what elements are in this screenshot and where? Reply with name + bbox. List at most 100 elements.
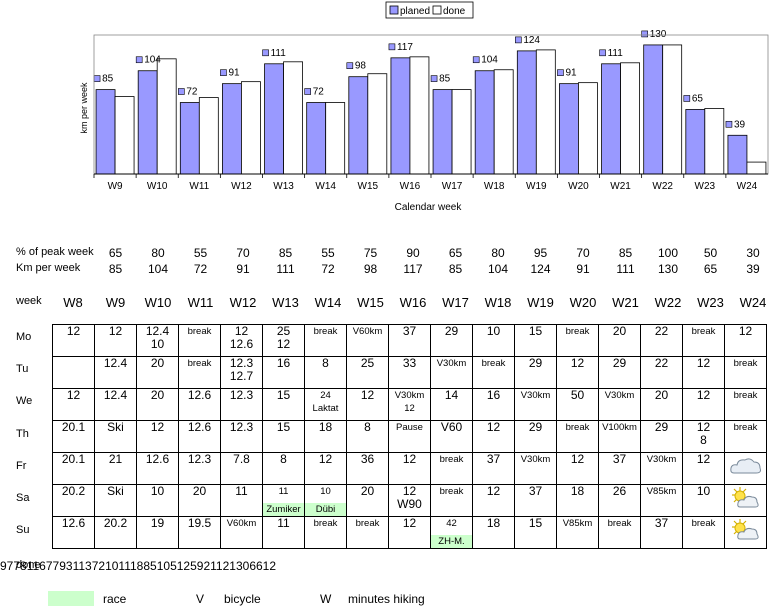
x-tick-label-W10: W10 [147,181,168,192]
cell-value: V85km [562,518,593,529]
x-tick-label-W15: W15 [358,181,379,192]
cell-value: break [565,422,590,433]
cell-value: 15 [528,324,543,338]
cell-value: Ski [107,484,124,498]
table-cell: V100km [598,420,641,453]
bar-done-W15 [367,73,388,175]
cell-value: 18 [570,484,585,498]
table-cell: break [724,420,767,453]
bar-planed-W10 [137,70,158,175]
cell-value: 29 [528,420,543,434]
table-cell: 37 [514,484,557,517]
race-marker: ZH-M. [431,535,472,548]
cell-value: 20 [150,356,165,370]
peak-row-label: % of peak week [16,246,94,258]
cell-value: 20 [150,388,165,402]
table-cell: 8 [262,452,305,485]
table-cell: 18 [472,516,515,549]
cell-value: 12 [570,452,585,466]
peak-cell: 85 [278,246,293,260]
table-cell: 12.6 [178,388,221,421]
x-tick-label-W9: W9 [108,181,123,192]
week-cell: W19 [527,295,554,310]
data-label-marker-W11 [178,88,185,95]
table-cell: 20 [136,388,179,421]
km-cell: 104 [487,262,509,276]
data-label-marker-W20 [557,69,564,76]
cell-value: 12 [318,452,333,466]
table-cell: 29 [514,356,557,389]
table-cell: 12 [724,324,767,357]
cell-value: 12.6 [187,388,212,402]
table-cell: 29 [514,420,557,453]
data-label-marker-W18 [472,56,480,64]
cell-value: break [355,518,380,529]
cell-value: 37 [402,324,417,338]
cell-value: 12 [402,516,417,530]
data-label-W24: 39 [734,119,746,130]
table-cell: V85km [556,516,599,549]
bar-done-W10 [156,58,177,175]
km-row-label: Km per week [16,262,81,274]
cell-value: V30km [394,390,425,401]
table-cell: break [304,324,347,357]
cell-value: 12.4 [103,356,128,370]
data-label-marker-W15 [346,62,354,70]
table-cell: 12 [52,388,95,421]
table-cell: 12.6 [136,452,179,485]
week-cell: W8 [63,295,83,310]
x-tick-label-W13: W13 [273,181,294,192]
cell-value: Pause [396,422,423,433]
table-cell [724,484,767,517]
done-cell: 125 [176,559,197,573]
table-cell: 20.1 [52,420,95,453]
table-cell: 20 [136,356,179,389]
x-tick-label-W14: W14 [315,181,336,192]
table-cell: 14 [430,388,473,421]
table-cell: 15 [262,388,305,421]
bar-planed-W17 [432,89,453,175]
table-cell: 16 [472,388,515,421]
table-cell: 12 [472,484,515,517]
bar-planed-W14 [306,102,327,175]
km-cell: 39 [746,262,760,276]
cell-value: 19.5 [187,516,212,530]
data-label-W22: 130 [650,29,667,40]
cell-value: 12 [66,324,81,338]
data-label-W21: 111 [608,48,624,59]
table-cell: 12.4 [94,356,137,389]
data-label-W18: 104 [481,55,498,66]
table-cell: Pause [388,420,431,453]
table-cell: V30km [430,356,473,389]
cell-value: 12 [66,388,81,402]
cell-value: 12 [486,484,501,498]
table-cell: 12 12.6 [220,324,263,357]
cell-value: 21 [108,452,123,466]
data-label-W20: 91 [565,68,577,79]
cell-value: 42 [446,518,457,529]
x-tick-label-W24: W24 [737,181,758,192]
x-tick-label-W11: W11 [189,181,209,192]
race-swatch [48,591,94,606]
data-label-marker-W23 [683,95,691,102]
table-cell: break [430,452,473,485]
data-label-marker-W13 [262,49,269,57]
done-cell: 77 [45,559,60,573]
table-cell: 12 [556,356,599,389]
table-cell: 12 W90 [388,484,431,517]
bar-planed-W15 [348,76,369,175]
race-marker: Dübi [305,503,346,516]
cell-value: 26 [612,484,627,498]
table-cell: V85km [640,484,683,517]
table-cell: V30km 12 [388,388,431,421]
bar-done-W14 [325,102,346,175]
week-cell: W16 [399,295,427,310]
table-row: 12 12.4 20 12.6 12.3 15 24 Laktat 12 V30km 12 14 16 V… [52,388,767,421]
legend-swatch-planed [389,5,399,15]
table-cell: 29 [430,324,473,357]
peak-cell: 30 [746,246,760,260]
cell-value: 12.6 [61,516,86,530]
day-label-sa: Sa [16,492,30,504]
day-label-su: Su [16,524,30,537]
table-cell: 20 [178,484,221,517]
